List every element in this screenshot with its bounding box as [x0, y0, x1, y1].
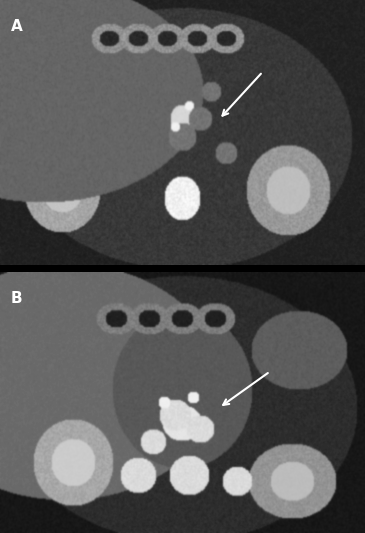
Text: B: B	[11, 290, 23, 305]
Text: A: A	[11, 19, 23, 34]
